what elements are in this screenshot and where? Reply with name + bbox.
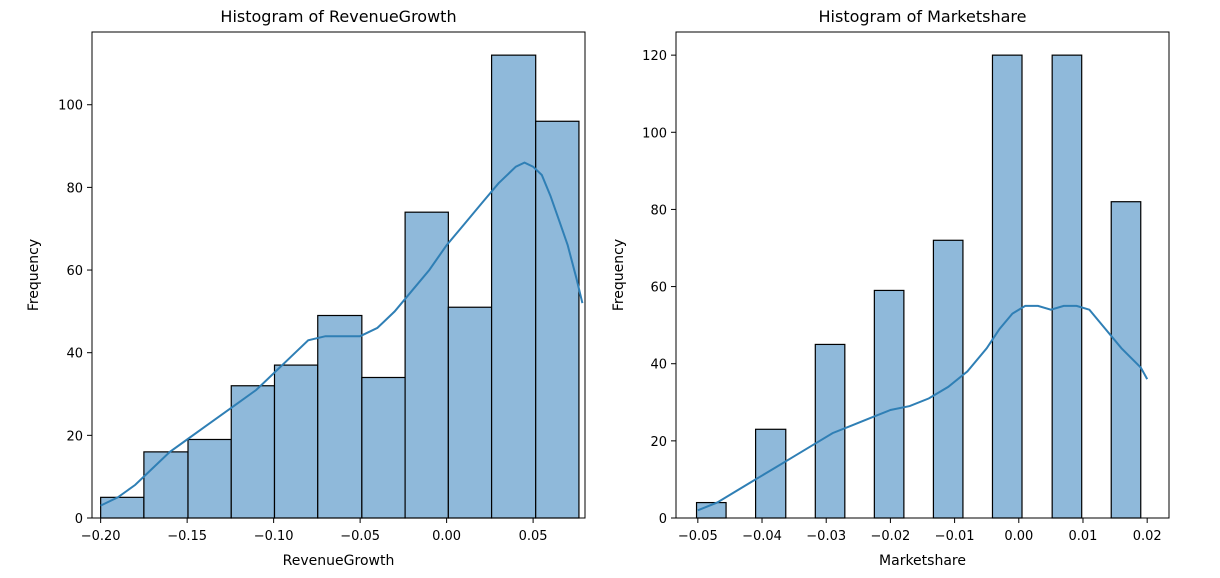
y-tick-label: 80 <box>66 181 83 196</box>
x-tick-label: −0.05 <box>340 529 380 544</box>
x-tick-label: −0.20 <box>81 529 121 544</box>
x-tick-label: −0.01 <box>935 529 975 544</box>
y-tick-label: 60 <box>650 281 667 296</box>
kde-curve <box>100 161 584 507</box>
kde-curve <box>697 304 1149 512</box>
y-tick-label: 0 <box>75 512 83 527</box>
y-tick-label: 40 <box>650 358 667 373</box>
chart-title: Histogram of Marketshare <box>819 7 1027 26</box>
x-axis-label: RevenueGrowth <box>283 553 395 569</box>
histogram-bar <box>404 211 449 519</box>
y-axis-label: Frequency <box>26 239 42 311</box>
x-tick-label: 0.02 <box>1133 529 1162 544</box>
x-tick-label: 0.00 <box>432 529 461 544</box>
y-tick-label: 100 <box>58 99 83 114</box>
histogram-bar <box>100 496 145 519</box>
histogram-bar <box>187 438 232 519</box>
histogram-bar <box>754 428 787 519</box>
histogram-bar <box>873 289 905 519</box>
histogram-bar <box>1051 54 1083 519</box>
x-tick-label: −0.10 <box>254 529 294 544</box>
y-tick-label: 80 <box>650 203 667 218</box>
x-tick-label: −0.04 <box>742 529 782 544</box>
histogram-bar <box>814 343 846 519</box>
x-tick-label: −0.02 <box>870 529 910 544</box>
y-tick-label: 20 <box>66 429 83 444</box>
histogram-bar <box>273 364 319 519</box>
histogram-bar <box>143 451 189 519</box>
x-axis-label: Marketshare <box>879 553 966 569</box>
plot-frame <box>91 31 586 519</box>
marketshare-histogram: −0.05 −0.04 −0.03 −0.02 −0.01 0.00 0.01 0.02 0 20… <box>611 7 1170 569</box>
histogram-bar <box>490 54 537 519</box>
histogram-bar <box>230 385 276 519</box>
x-tick-label: −0.03 <box>806 529 846 544</box>
x-tick-label: 0.01 <box>1069 529 1098 544</box>
histogram-bar <box>447 306 493 519</box>
y-tick-label: 60 <box>66 264 83 279</box>
y-tick-label: 20 <box>650 435 667 450</box>
histogram-bar <box>535 120 580 519</box>
y-tick-label: 0 <box>659 512 667 527</box>
x-tick-label: −0.05 <box>678 529 718 544</box>
y-tick-label: 40 <box>66 347 83 362</box>
histogram-bar <box>1110 201 1142 519</box>
y-axis-label: Frequency <box>611 239 627 311</box>
histogram-bar <box>361 376 406 519</box>
x-tick-label: −0.15 <box>167 529 207 544</box>
x-tick-label: 0.00 <box>1004 529 1033 544</box>
chart-title: Histogram of RevenueGrowth <box>220 7 456 26</box>
revenue-growth-histogram: −0.20 −0.15 −0.10 −0.05 0.00 0.05 0 20 40 60 80 100… <box>26 7 586 569</box>
y-tick-label: 120 <box>642 49 667 64</box>
histogram-bar <box>317 314 363 519</box>
x-tick-label: 0.05 <box>519 529 548 544</box>
histogram-bar <box>991 54 1023 519</box>
y-tick-label: 100 <box>642 126 667 141</box>
plot-frame <box>675 31 1170 519</box>
